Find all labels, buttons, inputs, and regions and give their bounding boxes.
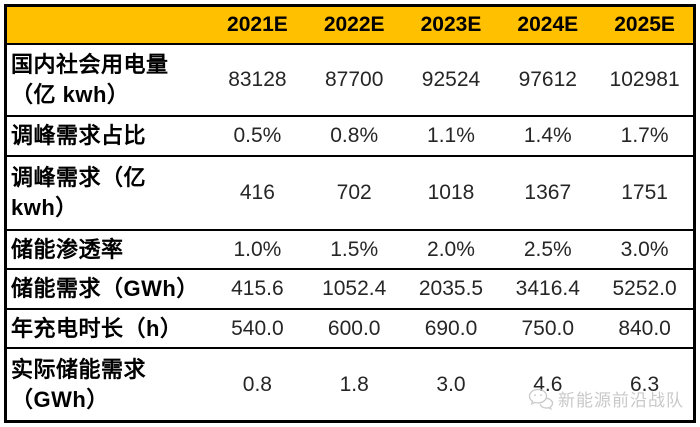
- header-year-2025e: 2025E: [614, 13, 675, 36]
- cell-value: 3416.4: [515, 277, 580, 300]
- row-label: 储能需求（GWh）: [11, 276, 199, 302]
- cell-value: 1.5%: [330, 237, 379, 261]
- cell-value: 0.8%: [330, 124, 379, 147]
- header-year-2022e: 2022E: [323, 13, 385, 36]
- cell-value: 2.0%: [427, 237, 475, 261]
- cell-value: 83128: [228, 68, 287, 91]
- table-row-actual-storage-demand: 实际储能需求 （GWh） 0.8 1.8 3.0 4.6 6.3: [7, 349, 693, 420]
- cell-value: 690.0: [424, 316, 478, 340]
- cell-value: 5252.0: [612, 277, 677, 300]
- table-row-peak-shaving-demand: 调峰需求（亿 kwh） 416 702 1018 1367 1751: [7, 157, 693, 231]
- cell-value: 416: [239, 181, 275, 204]
- row-label: 年充电时长（h）: [11, 315, 183, 341]
- cell-value: 97612: [518, 68, 577, 91]
- cell-value: 1367: [524, 181, 572, 204]
- header-year-2024e: 2024E: [517, 13, 579, 36]
- cell-value: 415.6: [231, 277, 284, 300]
- cell-value: 6.3: [629, 372, 660, 396]
- cell-value: 1.8: [339, 372, 369, 396]
- cell-value: 92524: [421, 68, 481, 91]
- row-label: 储能渗透率: [11, 236, 124, 262]
- cell-value: 1.4%: [523, 124, 572, 147]
- table-row-storage-demand-gwh: 储能需求（GWh） 415.6 1052.4 2035.5 3416.4 525…: [7, 270, 693, 310]
- row-label: 调峰需求占比: [11, 123, 147, 149]
- row-label: 国内社会用电量 （亿 kwh）: [11, 52, 169, 107]
- row-label: 调峰需求（亿 kwh）: [11, 165, 147, 220]
- cell-value: 0.5%: [233, 124, 282, 147]
- table-row-storage-penetration-rate: 储能渗透率 1.0% 1.5% 2.0% 2.5% 3.0%: [7, 231, 693, 270]
- energy-storage-projection-table: 2021E 2022E 2023E 2024E 2025E 国内社会用电量 （亿…: [4, 4, 696, 423]
- cell-value: 2.5%: [523, 237, 572, 261]
- cell-value: 3.0: [436, 372, 466, 396]
- table-row-domestic-electricity-consumption: 国内社会用电量 （亿 kwh） 83128 87700 92524 97612 …: [7, 45, 693, 117]
- cell-value: 750.0: [521, 316, 575, 340]
- cell-value: 540.0: [231, 316, 284, 340]
- cell-value: 600.0: [327, 316, 381, 340]
- cell-value: 1018: [427, 181, 475, 204]
- cell-value: 1052.4: [322, 277, 387, 300]
- cell-value: 1751: [621, 181, 668, 204]
- cell-value: 87700: [324, 68, 384, 91]
- cell-value: 2035.5: [418, 277, 484, 300]
- table-row-annual-charging-hours: 年充电时长（h） 540.0 600.0 690.0 750.0 840.0: [7, 310, 693, 349]
- cell-value: 102981: [609, 68, 680, 91]
- header-year-2023e: 2023E: [420, 13, 482, 36]
- table-row-peak-shaving-demand-ratio: 调峰需求占比 0.5% 0.8% 1.1% 1.4% 1.7%: [7, 117, 693, 157]
- header-year-2021e: 2021E: [227, 13, 288, 36]
- cell-value: 3.0%: [620, 237, 669, 261]
- cell-value: 1.1%: [427, 124, 475, 147]
- cell-value: 1.0%: [233, 237, 282, 261]
- cell-value: 840.0: [618, 316, 671, 340]
- row-label: 实际储能需求 （GWh）: [11, 356, 147, 412]
- cell-value: 1.7%: [620, 124, 669, 147]
- cell-value: 0.8: [242, 372, 272, 396]
- cell-value: 702: [336, 181, 372, 204]
- cell-value: 4.6: [533, 372, 563, 396]
- table-header-row: 2021E 2022E 2023E 2024E 2025E: [7, 7, 693, 45]
